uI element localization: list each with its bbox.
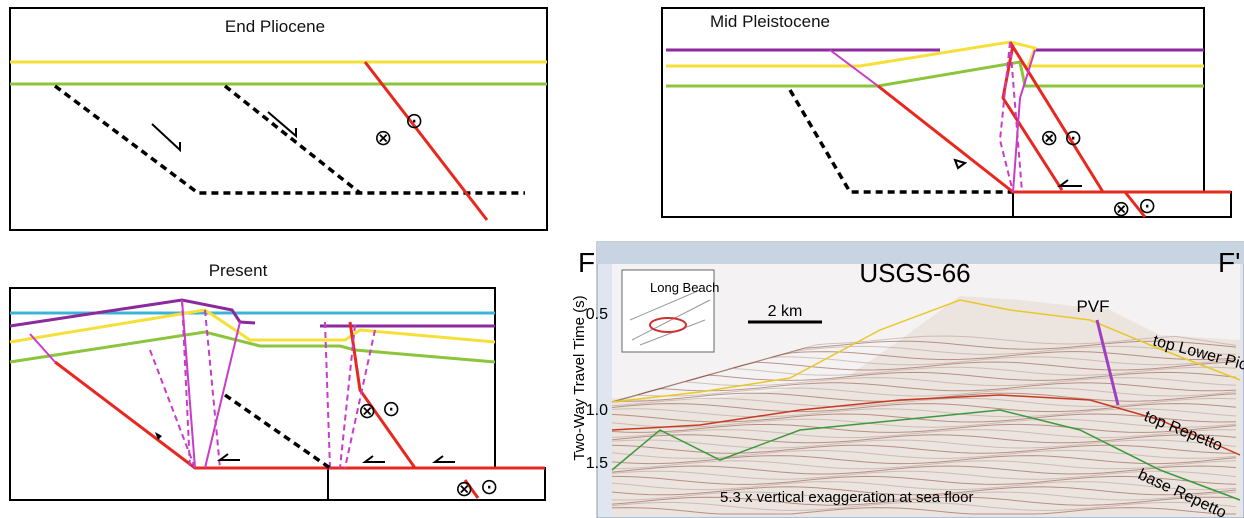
t: End Pliocene	[225, 17, 325, 36]
sym: ⊗	[374, 125, 392, 150]
fault-label: PVF	[1076, 297, 1109, 316]
panel-mid-pleistocene: ⊗⊙ ⊗⊙ Mid Pleistocene	[662, 8, 1231, 221]
t: Present	[209, 261, 268, 280]
panel-frame	[662, 8, 1204, 217]
sym: ⊗	[358, 398, 376, 423]
section-end: F	[578, 247, 595, 278]
figure: ⊗⊙ End Pliocene ⊗⊙ ⊗⊙ Mid Pleistocene ⊗⊙…	[0, 0, 1244, 518]
seismic-panel: USGS-66 F F' Long Beach 2 km PVF Two-Way…	[571, 242, 1244, 518]
sym: ⊙	[1138, 193, 1156, 218]
seismic-title: USGS-66	[859, 258, 970, 288]
sym: ⊙	[1064, 125, 1082, 150]
t: Mid Pleistocene	[710, 12, 830, 31]
sym: ⊙	[382, 396, 400, 421]
section-end: F'	[1218, 247, 1240, 278]
sym: ⊗	[1040, 125, 1058, 150]
sym: ⊙	[405, 108, 423, 133]
sym: ⊙	[480, 474, 498, 499]
axis-tick: 0.5	[586, 306, 608, 323]
scale-label: 2 km	[768, 303, 803, 320]
panel-frame	[10, 8, 547, 230]
panel-end-pliocene: ⊗ ⊙ End Pliocene	[10, 8, 547, 230]
note: 5.3 x vertical exaggeration at sea floor	[720, 489, 973, 506]
inset-label: Long Beach	[650, 280, 719, 295]
axis-tick: 1.0	[586, 402, 608, 419]
sym: ⊗	[1112, 196, 1130, 221]
sym: ⊗	[455, 476, 473, 501]
axis-tick: 1.5	[586, 455, 608, 472]
panel-frame	[328, 468, 545, 500]
panel-present: ⊗⊙ ⊗⊙ Present	[10, 261, 545, 501]
